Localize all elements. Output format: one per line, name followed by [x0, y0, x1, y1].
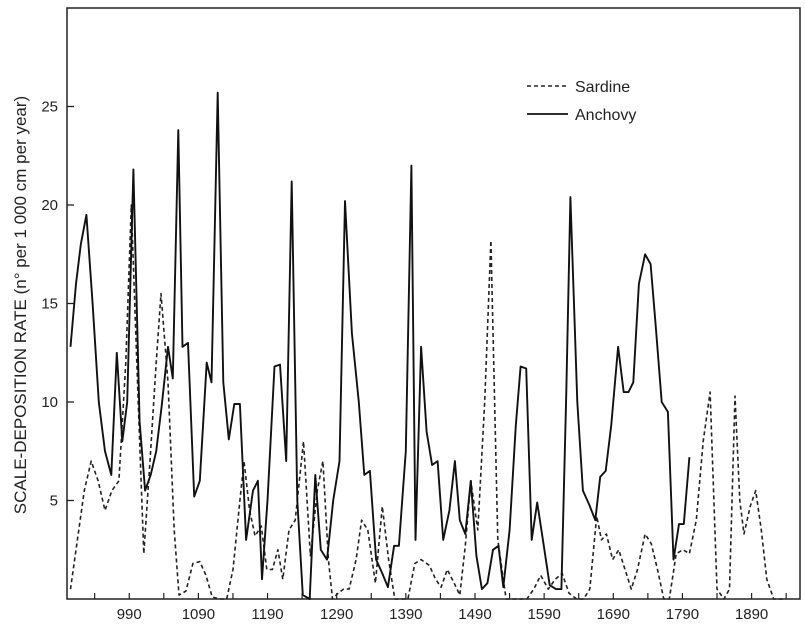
y-axis-label: SCALE-DEPOSITION RATE (n° per 1 000 cm p…	[11, 96, 30, 514]
x-tick-label: 1390	[389, 606, 422, 623]
x-tick-label: 1090	[182, 606, 215, 623]
x-tick-label: 1590	[527, 606, 560, 623]
x-tick-label: 1690	[597, 606, 630, 623]
x-tick-label: 1890	[735, 606, 768, 623]
x-axis-ticks: 990 1090 1190 1290 1390 1490 1590 1690 1790 1890	[94, 593, 787, 623]
series-layer	[69, 91, 783, 600]
x-tick-label: 1790	[666, 606, 699, 623]
x-tick-label: 1190	[251, 606, 283, 623]
series-line-sardine	[69, 204, 783, 600]
x-tick-label: 1290	[320, 606, 353, 623]
x-tick-label: 990	[117, 606, 142, 623]
y-tick-label: 15	[41, 296, 58, 313]
x-tick-label: 1490	[458, 606, 491, 623]
legend: Sardine Anchovy	[527, 79, 636, 124]
y-tick-label: 25	[41, 99, 58, 116]
legend-sardine-label: Sardine	[575, 79, 630, 96]
y-axis-ticks: 5 10 15 20 25	[41, 99, 74, 510]
series-line-anchovy	[69, 91, 691, 600]
legend-anchovy-label: Anchovy	[575, 107, 636, 124]
plot-frame	[66, 7, 801, 600]
y-tick-label: 20	[41, 197, 58, 214]
y-tick-label: 5	[50, 493, 58, 510]
y-tick-label: 10	[41, 394, 58, 411]
